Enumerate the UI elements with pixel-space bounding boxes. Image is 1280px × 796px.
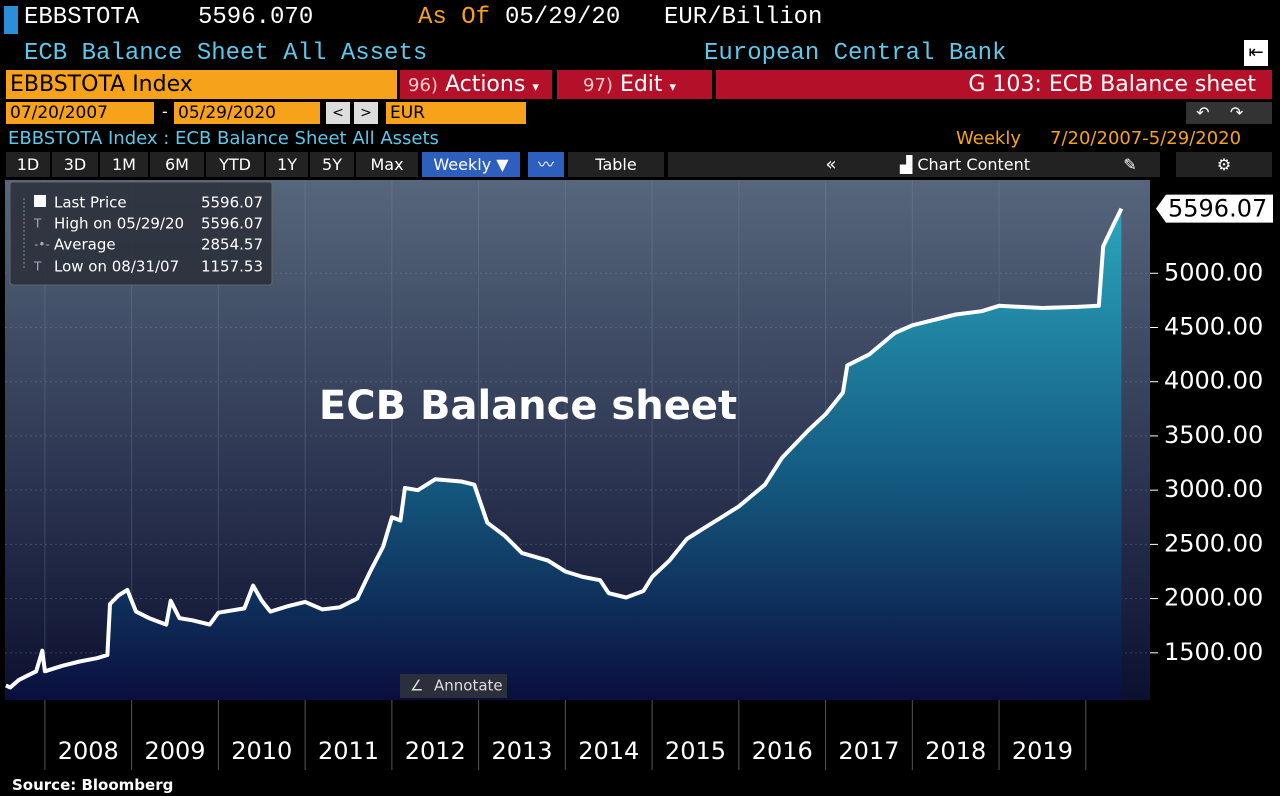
chart: 1500.00 2000.00 2500.00 3000.00 3500.00 4000.… [5,180,1273,770]
as-of-date: 05/29/20 [505,4,621,31]
edit-menu[interactable]: 97) Edit ▾ [557,70,712,99]
y-tick-label: 2500.00 [1164,529,1263,557]
legend-value: 2854.57 [201,236,263,254]
legend-value: 5596.07 [201,194,263,212]
line-icon[interactable]: 〰 [528,152,564,177]
legend [9,181,273,286]
legend-value: 1157.53 [201,258,263,276]
period-tab[interactable]: 3D [52,152,98,177]
x-tick-label: 2015 [665,737,726,765]
legend-value: 5596.07 [201,215,263,233]
period-tab[interactable]: YTD [206,152,264,177]
x-tick-label: 2018 [925,737,986,765]
x-tick-label: 2016 [752,737,813,765]
x-tick-label: 2009 [144,737,205,765]
dash: - [162,102,168,121]
legend-label: High on 05/29/20 [54,215,184,233]
next-button[interactable]: > [354,102,378,124]
y-tick-label: 4000.00 [1164,367,1263,395]
description: EBBSTOTA Index : ECB Balance Sheet All A… [8,128,439,149]
annotate-label: Annotate [434,677,503,695]
frequency: Weekly [956,128,1021,149]
collapse-button[interactable]: « [814,152,848,177]
x-tick-label: 2014 [578,737,639,765]
last-value-label: 5596.07 [1168,195,1267,223]
menu-label: Edit [619,72,663,97]
legend-label: Last Price [54,194,127,212]
tab-label: Chart Content [917,155,1031,174]
period-tab[interactable]: 1Y [266,152,308,177]
actions-menu[interactable]: 96) Actions ▾ [400,70,552,99]
annotate-icon: ∠ [410,677,423,695]
annotate-button[interactable] [400,674,507,698]
menu-label: Actions [444,72,526,97]
units: EUR/Billion [664,4,823,31]
x-tick-label: 2008 [58,737,119,765]
y-tick-label: 3000.00 [1164,475,1263,503]
security-name: ECB Balance Sheet All Assets [24,40,428,67]
annotation: ECB Balance sheet [319,383,737,429]
period-tab[interactable]: 6M [150,152,204,177]
frequency-tab[interactable]: Weekly ▼ [422,152,520,177]
chart-name: G 103: ECB Balance sheet [716,70,1272,99]
period-tab[interactable]: 1M [100,152,148,177]
legend-label: Average [54,236,116,254]
edit-icon[interactable]: ✎ [1100,152,1160,177]
legend-swatch [34,195,46,207]
settings-icon[interactable]: ⚙ [1176,152,1272,177]
period-tab[interactable]: 5Y [310,152,354,177]
y-tick-label: 2000.00 [1164,584,1263,612]
y-tick-label: 1500.00 [1164,638,1263,666]
legend-icon: -•- [34,238,50,252]
export-button[interactable]: ⇤ [1244,40,1268,66]
price: 5596.070 [198,4,314,31]
area [5,208,1122,700]
legend-icon: T [33,260,42,274]
date-range: 7/20/2007-5/29/2020 [1050,128,1242,149]
period-tab[interactable]: 1D [6,152,50,177]
as-of-label: As Of [418,4,491,31]
start-date[interactable]: 07/20/2007 [6,102,154,124]
menu-code: 96) [408,75,438,96]
table-tab[interactable]: Table [568,152,664,177]
source-name: European Central Bank [704,40,1007,67]
security-input[interactable]: EBBSTOTA Index [6,70,397,99]
x-tick-label: 2017 [838,737,899,765]
y-tick-label: 5000.00 [1164,258,1263,286]
undo-redo[interactable]: ↶ ↷ [1186,102,1272,124]
x-tick-label: 2011 [318,737,379,765]
end-date[interactable]: 05/29/2020 [174,102,320,124]
x-tick-label: 2019 [1012,737,1073,765]
ticker: EBBSTOTA [24,4,140,31]
menu-code: 97) [583,75,613,96]
period-tab[interactable]: Max [356,152,418,177]
line [5,207,1124,690]
tab-label: Weekly [433,155,492,174]
legend-label: Low on 08/31/07 [54,258,179,276]
y-tick-label: 3500.00 [1164,421,1263,449]
currency-select[interactable]: EUR [386,102,526,124]
footer-source: Source: Bloomberg [12,776,174,794]
legend-icon: T [33,217,42,231]
x-tick-label: 2010 [231,737,292,765]
x-tick-label: 2012 [405,737,466,765]
y-tick-label: 4500.00 [1164,312,1263,340]
x-tick-label: 2013 [491,737,552,765]
marker [4,6,18,34]
last-value-tag [1156,194,1273,223]
chart-content-button[interactable]: ▟ Chart Content [880,152,1050,177]
prev-button[interactable]: < [326,102,350,124]
